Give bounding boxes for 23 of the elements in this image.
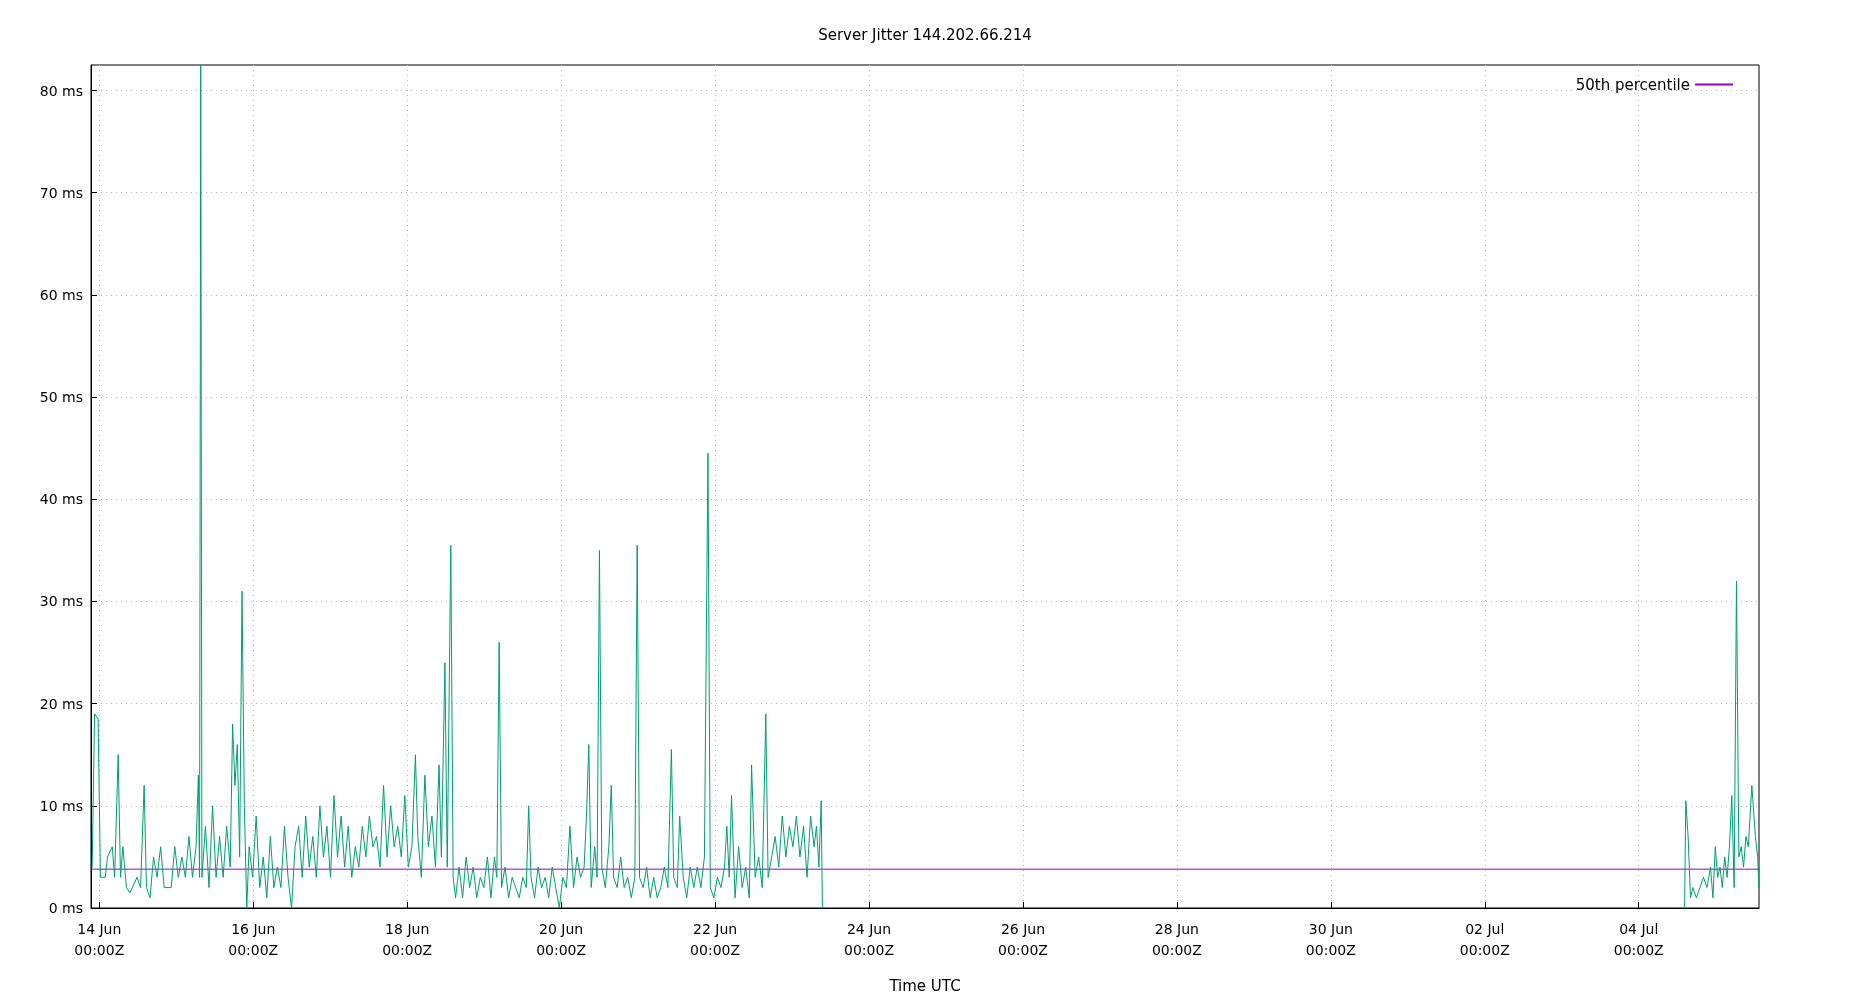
x-tick-label: 22 Jun 00:00Z [690, 920, 741, 958]
y-tick-label: 70 ms [39, 184, 83, 201]
legend-label: 50th percentile [1575, 75, 1690, 94]
y-tick-label: 10 ms [39, 797, 83, 814]
y-tick-label: 30 ms [39, 593, 83, 610]
y-tick-label: 20 ms [39, 695, 83, 712]
x-tick-label: 28 Jun 00:00Z [1151, 920, 1202, 958]
x-tick-label: 20 Jun 00:00Z [536, 920, 587, 958]
y-tick-label: 0 ms [48, 900, 83, 916]
x-tick-label: 16 Jun 00:00Z [228, 920, 279, 958]
x-tick-label: 14 Jun 00:00Z [74, 920, 125, 958]
y-tick-label: 50 ms [39, 389, 83, 406]
chart-title: Server Jitter 144.202.66.214 [818, 25, 1032, 44]
x-axis-title: Time UTC [888, 976, 961, 995]
y-tick-label: 80 ms [39, 82, 83, 99]
y-tick-label: 60 ms [39, 286, 83, 303]
x-tick-label: 02 Jul 00:00Z [1459, 920, 1510, 958]
x-tick-label: 24 Jun 00:00Z [844, 920, 894, 958]
x-tick-label: 26 Jun 00:00Z [997, 920, 1048, 958]
x-tick-label: 04 Jul 00:00Z [1613, 920, 1664, 958]
x-tick-label: 30 Jun 00:00Z [1305, 920, 1356, 958]
y-tick-label: 40 ms [39, 491, 83, 508]
x-tick-label: 18 Jun 00:00Z [382, 920, 433, 958]
